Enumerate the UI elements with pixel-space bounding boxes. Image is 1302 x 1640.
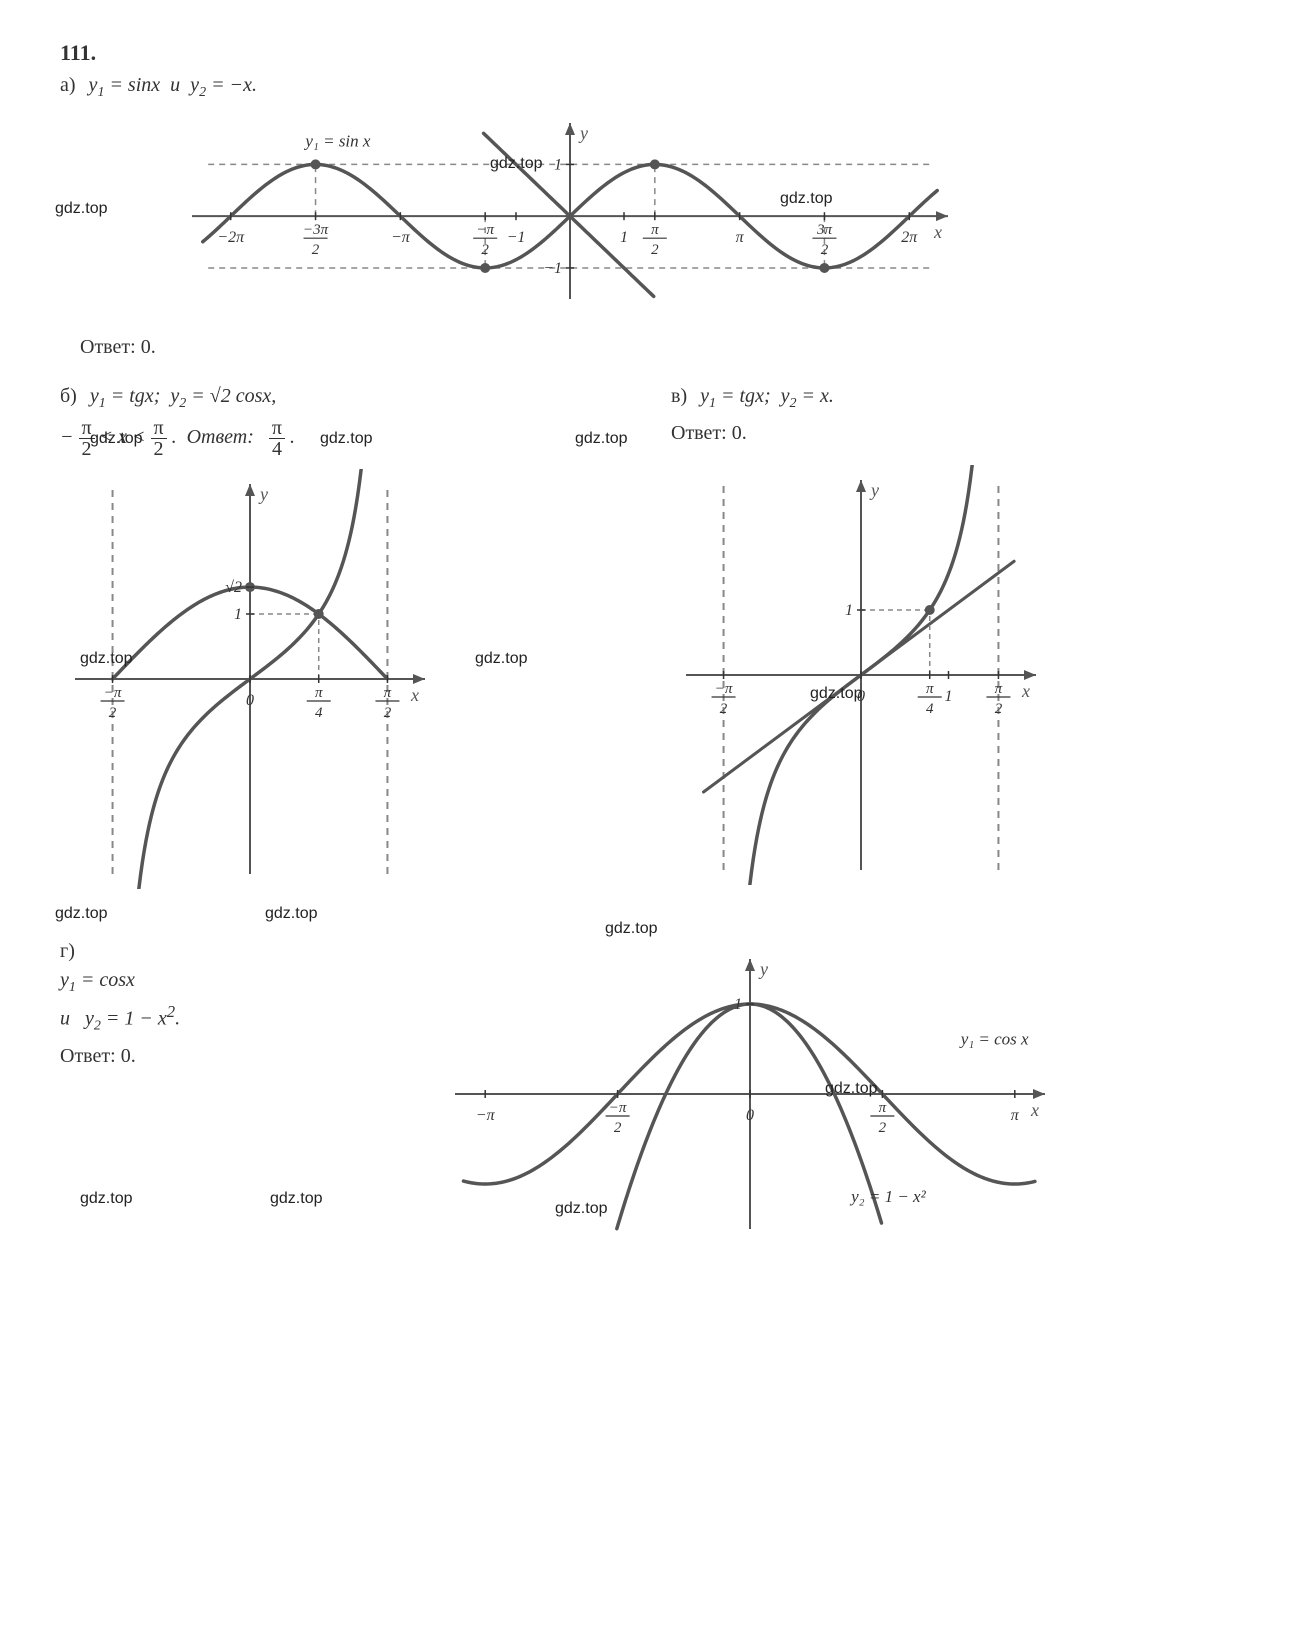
chart-g: y x −π −π 2 0 π 2 π 1 y₁ = cos x y₂ = 1 − x² (440, 944, 1060, 1244)
svg-text:2: 2 (879, 1120, 887, 1136)
svg-text:1: 1 (554, 156, 562, 173)
svg-text:1: 1 (234, 606, 242, 623)
svg-text:π: π (995, 681, 1003, 697)
svg-text:4: 4 (315, 705, 323, 721)
svg-text:y: y (869, 480, 879, 500)
part-b-domain: − π2 < x < π2 . Ответ: π4 . (60, 418, 631, 459)
svg-text:−π: −π (609, 1100, 627, 1116)
part-v-equation: в) y1 = tgx; y2 = x. (671, 385, 1242, 412)
svg-text:3π: 3π (816, 222, 833, 238)
svg-text:2π: 2π (901, 229, 918, 246)
svg-text:x: x (1030, 1100, 1039, 1120)
part-b-column: б) y1 = tgx; y2 = √2 cosx, − π2 < x < π2… (60, 379, 631, 914)
answer-v: Ответ: 0. (671, 422, 1242, 445)
eq-a: y1 = sinx и y2 = −x. (89, 74, 257, 96)
svg-text:0: 0 (746, 1107, 754, 1124)
svg-text:2: 2 (384, 705, 392, 721)
svg-text:π: π (1011, 1107, 1020, 1124)
svg-text:0: 0 (857, 688, 865, 705)
svg-text:y: y (758, 959, 768, 979)
svg-text:1: 1 (845, 602, 853, 619)
svg-text:1: 1 (620, 229, 628, 246)
svg-text:π: π (651, 222, 659, 238)
chart-a-container: yx−2π−3π2−π−π2−11π2π3π22π1−1y₁ = sin x (180, 111, 1242, 316)
chart-v: yx−π20π41π21 (671, 465, 1051, 885)
svg-text:2: 2 (651, 242, 659, 258)
svg-text:√2: √2 (225, 579, 242, 596)
part-a-equation: а) y1 = sinx и y2 = −x. (60, 74, 1242, 101)
svg-text:x: x (410, 685, 419, 705)
svg-text:2: 2 (995, 701, 1003, 717)
answer-g: Ответ: 0. (60, 1045, 400, 1068)
svg-text:−2π: −2π (217, 229, 245, 246)
svg-text:y₂ = 1 − x²: y₂ = 1 − x² (849, 1187, 926, 1206)
part-g-text: г) y1 = cosx и y2 = 1 − x2. Ответ: 0. (60, 934, 400, 1269)
svg-text:1: 1 (734, 996, 742, 1013)
svg-text:−π: −π (476, 222, 494, 238)
svg-text:π: π (736, 229, 745, 246)
svg-text:2: 2 (821, 242, 829, 258)
problem-number: 111. (60, 40, 1242, 66)
answer-a: Ответ: 0. (80, 336, 1242, 359)
svg-text:2: 2 (109, 705, 117, 721)
part-g-eq1: y1 = cosx (60, 969, 400, 996)
svg-text:−1: −1 (507, 229, 526, 246)
chart-b-container: y x −π 2 0 π 4 π 2 1 √2 (60, 469, 631, 894)
svg-text:π: π (315, 685, 323, 701)
svg-text:−π: −π (104, 685, 122, 701)
svg-text:y₁ = sin x: y₁ = sin x (303, 131, 371, 150)
svg-text:2: 2 (312, 242, 320, 258)
svg-text:x: x (933, 222, 942, 242)
chart-g-container: y x −π −π 2 0 π 2 π 1 y₁ = cos x y₂ = 1 − x² (440, 944, 1060, 1249)
svg-text:x: x (1021, 681, 1030, 701)
svg-text:4: 4 (926, 701, 934, 717)
chart-b: y x −π 2 0 π 4 π 2 1 √2 (60, 469, 440, 889)
svg-text:−π: −π (476, 1107, 496, 1124)
chart-v-container: yx−π20π41π21 (671, 465, 1242, 890)
svg-text:2: 2 (614, 1120, 622, 1136)
svg-text:π: π (926, 681, 934, 697)
svg-text:−π: −π (715, 681, 733, 697)
part-v-column: в) y1 = tgx; y2 = x. Ответ: 0. yx−π20π41… (671, 379, 1242, 914)
svg-text:0: 0 (246, 692, 254, 709)
svg-text:y: y (578, 123, 588, 143)
svg-text:2: 2 (481, 242, 489, 258)
svg-text:−π: −π (391, 229, 411, 246)
svg-text:y: y (258, 484, 268, 504)
part-b-equation: б) y1 = tgx; y2 = √2 cosx, (60, 385, 631, 412)
svg-text:π: π (384, 685, 392, 701)
part-g-eq2: и y2 = 1 − x2. (60, 1002, 400, 1035)
svg-text:2: 2 (720, 701, 728, 717)
svg-text:π: π (879, 1100, 887, 1116)
svg-text:−1: −1 (543, 260, 562, 277)
svg-text:y₁ = cos x: y₁ = cos x (959, 1030, 1029, 1049)
svg-text:−3π: −3π (303, 222, 329, 238)
chart-a: yx−2π−3π2−π−π2−11π2π3π22π1−1y₁ = sin x (180, 111, 960, 311)
svg-text:1: 1 (945, 688, 953, 705)
